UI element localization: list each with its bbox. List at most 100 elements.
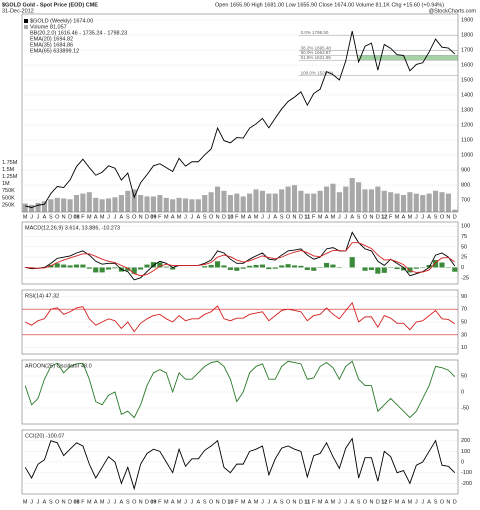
- x-tick-label: 12: [381, 499, 387, 505]
- x-tick-label: D: [453, 499, 457, 505]
- histogram-bar: [298, 265, 304, 268]
- x-tick-label: M: [100, 499, 105, 505]
- panel-frame: [21, 13, 459, 213]
- x-tick-label: D: [145, 499, 149, 505]
- volume-bar: [304, 193, 310, 212]
- histogram-bar: [375, 267, 381, 274]
- volume-bar: [67, 199, 73, 212]
- volume-bar: [253, 189, 259, 212]
- x-tick-label: M: [241, 214, 246, 220]
- x-tick-label: 11: [304, 499, 310, 505]
- y-tick-label: 75: [461, 234, 467, 240]
- volume-bar: [112, 197, 118, 212]
- x-tick-label: J: [261, 214, 264, 220]
- volume-bar: [394, 193, 400, 212]
- x-tick-label: S: [49, 499, 53, 505]
- fib-label: 50.0% 1663.87: [301, 50, 332, 55]
- x-tick-label: M: [331, 214, 336, 220]
- volume-bar: [323, 186, 330, 212]
- volume-bar: [221, 190, 227, 212]
- histogram-bar: [272, 267, 278, 269]
- panel-frame: [21, 429, 459, 495]
- y-tick-label: 1200: [461, 122, 473, 128]
- series-line: [25, 242, 456, 277]
- volume-bar: [35, 202, 41, 212]
- x-tick-label: M: [87, 499, 92, 505]
- volume-bar: [259, 190, 266, 212]
- y-tick-label: 70: [461, 307, 467, 313]
- volume-bar: [432, 190, 439, 212]
- x-tick-label: D: [299, 214, 303, 220]
- x-tick-label: O: [286, 214, 291, 220]
- x-tick-label: D: [376, 499, 380, 505]
- x-tick-label: O: [440, 499, 445, 505]
- histogram-bar: [234, 267, 240, 271]
- histogram-bar: [73, 264, 80, 268]
- x-tick-label: O: [363, 214, 368, 220]
- histogram-bar: [291, 265, 298, 268]
- panel-title: RSI(14) 47.32: [25, 293, 59, 299]
- x-tick-label: A: [43, 499, 47, 505]
- panel-frame: [21, 221, 459, 285]
- x-tick-label: O: [55, 499, 60, 505]
- histogram-bar: [285, 264, 291, 268]
- histogram-bar: [247, 265, 253, 268]
- volume-bar: [330, 183, 336, 212]
- x-tick-label: N: [293, 499, 297, 505]
- x-tick-label: J: [338, 214, 341, 220]
- x-tick-label: S: [49, 214, 53, 220]
- y2-tick-label: 1.75M: [2, 160, 18, 166]
- x-tick-label: J: [267, 214, 270, 220]
- histogram-bar: [86, 267, 92, 269]
- x-tick-label: N: [369, 499, 373, 505]
- x-tick-label: D: [453, 214, 457, 220]
- series-line: [25, 31, 456, 208]
- x-tick-label: S: [126, 499, 130, 505]
- volume-bar: [80, 193, 86, 212]
- histogram-bar: [349, 257, 355, 268]
- x-tick-label: M: [254, 214, 259, 220]
- fib-label: 100.0% 1528.84: [301, 70, 334, 75]
- volume-bar: [48, 199, 54, 212]
- x-tick-label: J: [30, 499, 33, 505]
- volume-bar: [227, 195, 233, 212]
- x-tick-label: F: [81, 214, 85, 220]
- volume-bar: [336, 192, 342, 212]
- volume-bar: [368, 189, 375, 212]
- x-tick-label: F: [81, 499, 85, 505]
- x-tick-label: A: [248, 499, 252, 505]
- volume-bar: [317, 190, 323, 212]
- histogram-bar: [150, 262, 157, 268]
- x-tick-label: A: [120, 499, 124, 505]
- x-tick-label: A: [402, 214, 406, 220]
- volume-bar: [138, 195, 144, 212]
- x-tick-label: 08: [73, 214, 79, 220]
- histogram-bar: [381, 267, 387, 273]
- x-tick-label: N: [216, 214, 220, 220]
- x-tick-label: J: [191, 214, 194, 220]
- histogram-bar: [105, 267, 112, 270]
- y-tick-label: 1400: [461, 92, 473, 98]
- y2-tick-label: 250K: [2, 202, 15, 208]
- x-tick-label: N: [446, 214, 450, 220]
- volume-bar: [311, 193, 317, 212]
- y-tick-label: 50: [461, 319, 467, 325]
- volume-bar: [86, 192, 92, 212]
- histogram-bar: [432, 260, 439, 268]
- x-tick-label: N: [139, 499, 143, 505]
- histogram-bar: [214, 261, 221, 268]
- x-tick-label: O: [132, 214, 137, 220]
- x-tick-label: M: [241, 499, 246, 505]
- volume-bar: [266, 193, 272, 212]
- histogram-bar: [163, 266, 169, 268]
- x-tick-label: D: [68, 214, 72, 220]
- y-tick-label: 100: [461, 224, 470, 230]
- histogram-bar: [144, 264, 150, 268]
- volume-bar: [118, 195, 124, 212]
- histogram-bar: [221, 265, 227, 268]
- histogram-bar: [426, 264, 432, 268]
- x-tick-label: 10: [227, 499, 233, 505]
- volume-bar: [182, 198, 189, 212]
- x-tick-label: A: [350, 499, 354, 505]
- volume-bar: [388, 192, 394, 212]
